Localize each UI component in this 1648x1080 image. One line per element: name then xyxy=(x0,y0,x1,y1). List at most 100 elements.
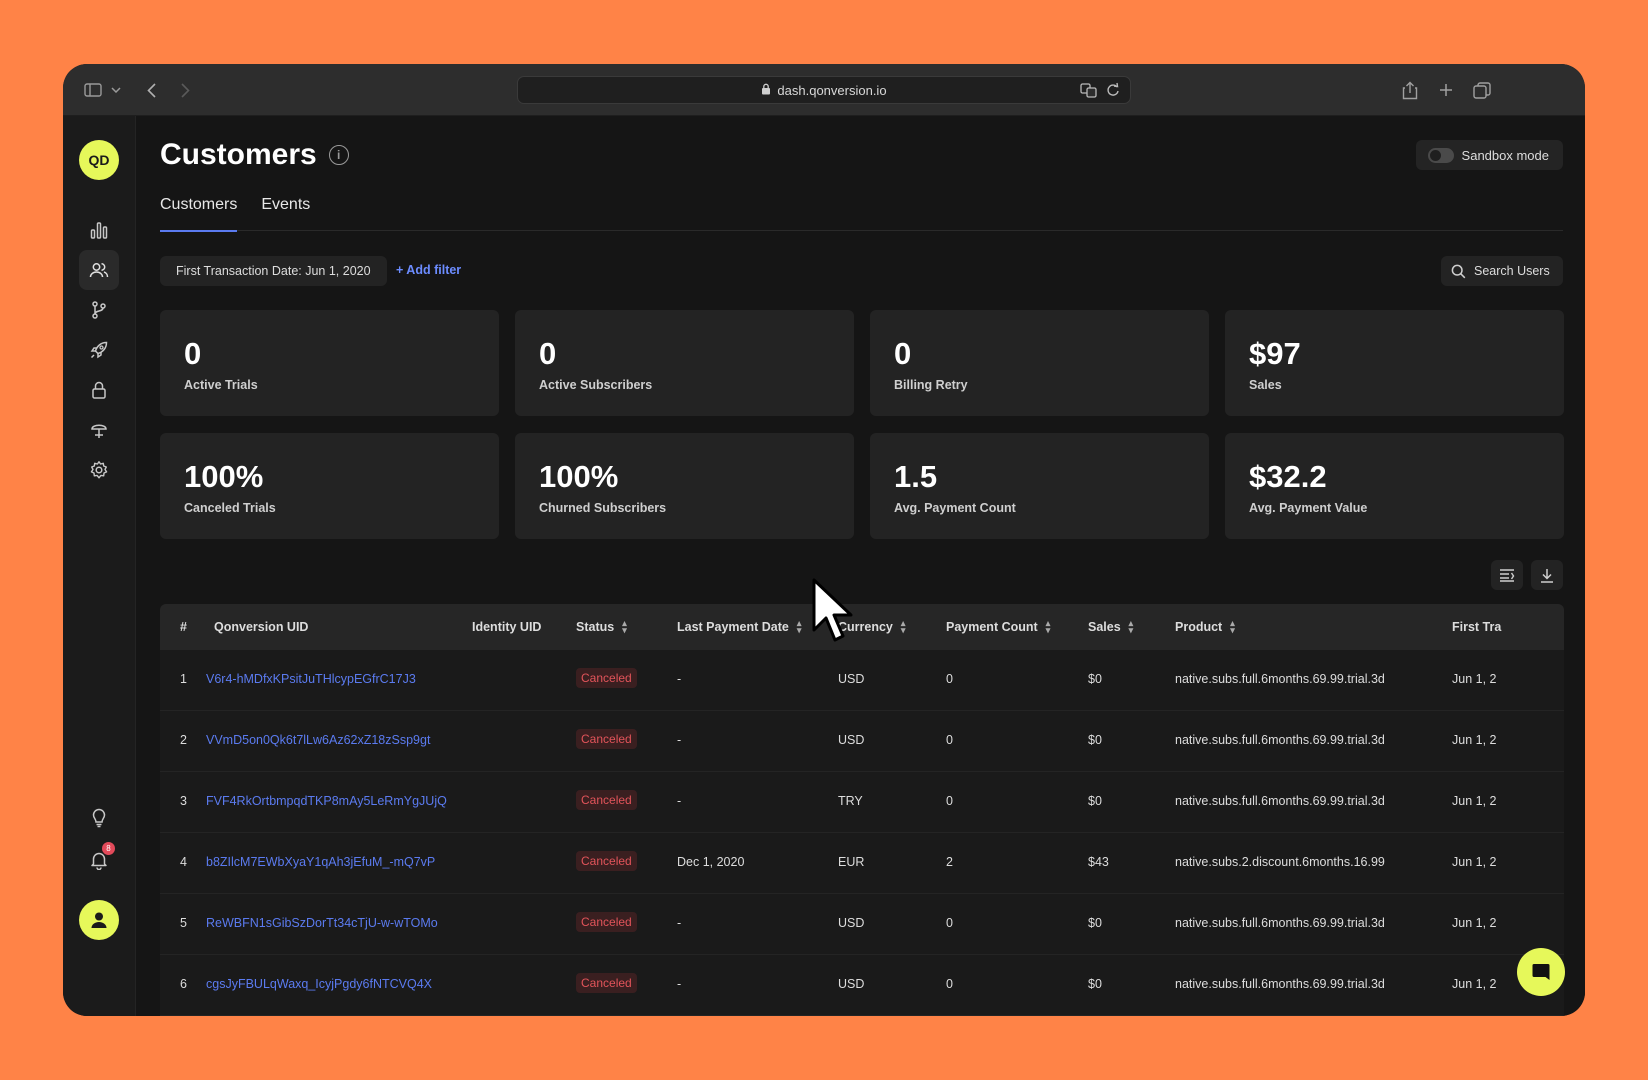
chevron-down-icon[interactable] xyxy=(109,78,123,102)
currency: USD xyxy=(838,977,865,991)
table-row[interactable]: 4 b8ZIlcM7EWbXyaY1qAh3jEfuM_-mQ7vP Cance… xyxy=(160,833,1564,894)
sidebar-item-ideas[interactable] xyxy=(79,798,119,838)
search-users-label: Search Users xyxy=(1474,264,1550,278)
tab-customers[interactable]: Customers xyxy=(160,192,238,232)
main-content: Customers i Sandbox mode Customers Event… xyxy=(136,116,1585,1016)
share-icon[interactable] xyxy=(1399,78,1421,102)
sort-icon[interactable]: ▴ ▾ xyxy=(622,618,627,635)
table-row[interactable]: 1 V6r4-hMDfxKPsitJuTHlcypEGfrC17J3 Cance… xyxy=(160,650,1564,711)
column-header-currency[interactable]: Currency ▴ ▾ xyxy=(838,618,906,635)
toggle-switch[interactable] xyxy=(1427,147,1454,163)
column-header-sales[interactable]: Sales ▴ ▾ xyxy=(1088,618,1134,635)
column-header-first-transaction[interactable]: First Tra xyxy=(1452,620,1502,634)
status-badge: Canceled xyxy=(576,973,637,993)
qonversion-uid-link[interactable]: b8ZIlcM7EWbXyaY1qAh3jEfuM_-mQ7vP xyxy=(206,855,436,869)
lightbulb-icon xyxy=(92,808,106,828)
lock-icon xyxy=(92,381,106,399)
sales: $43 xyxy=(1088,855,1109,869)
status-badge: Canceled xyxy=(576,851,637,871)
reload-icon[interactable] xyxy=(1106,82,1120,101)
sidebar-item-settings[interactable] xyxy=(79,450,119,490)
tab-events[interactable]: Events xyxy=(261,196,311,213)
branch-icon xyxy=(92,301,106,319)
mouse-cursor-icon xyxy=(812,578,854,649)
sort-icon[interactable]: ▴ ▾ xyxy=(1230,618,1235,635)
sidebar-item-customers[interactable] xyxy=(79,250,119,290)
last-payment-date: - xyxy=(677,977,682,991)
metric-label: Sales xyxy=(1249,378,1282,392)
column-header-qonversion-uid[interactable]: Qonversion UID xyxy=(214,620,309,634)
status-badge: Canceled xyxy=(576,912,637,932)
columns-button[interactable] xyxy=(1491,560,1523,590)
currency: USD xyxy=(838,672,865,686)
column-header-number: # xyxy=(180,620,187,634)
currency: USD xyxy=(838,916,865,930)
sort-icon[interactable]: ▴ ▾ xyxy=(900,618,906,635)
row-number: 2 xyxy=(180,733,187,747)
sidebar-item-entitlements[interactable] xyxy=(79,370,119,410)
filter-chip-first-transaction[interactable]: First Transaction Date: Jun 1, 2020 xyxy=(160,256,387,286)
metric-label: Avg. Payment Count xyxy=(894,501,1016,515)
workspace-avatar[interactable]: QD xyxy=(79,140,119,180)
status-badge: Canceled xyxy=(576,790,637,810)
chat-support-button[interactable] xyxy=(1517,948,1565,996)
rocket-icon xyxy=(90,341,108,359)
metric-card: $97 Sales xyxy=(1225,310,1564,416)
qonversion-uid-link[interactable]: V6r4-hMDfxKPsitJuTHlcypEGfrC17J3 xyxy=(206,672,416,686)
table-row[interactable]: 5 ReWBFN1sGibSzDorTt34cTjU-w-wTOMo Cance… xyxy=(160,894,1564,955)
first-transaction: Jun 1, 2 xyxy=(1452,794,1497,808)
chat-icon xyxy=(1532,964,1550,980)
table-row[interactable]: 2 VVmD5on0Qk6t7lLw6Az62xZ18zSsp9gt Cance… xyxy=(160,711,1564,772)
tab-overview-icon[interactable] xyxy=(1471,78,1493,102)
last-payment-date: - xyxy=(677,916,682,930)
product: native.subs.full.6months.69.99.trial.3d xyxy=(1175,672,1385,686)
url-text: dash.qonversion.io xyxy=(777,82,887,98)
sidebar-item-integrations[interactable] xyxy=(79,410,119,450)
metric-card: 0 Active Trials xyxy=(160,310,499,416)
table-row[interactable]: 3 FVF4RkOrtbmpqdTKP8mAy5LeRmYgJUjQ Cance… xyxy=(160,772,1564,833)
column-header-product[interactable]: Product ▴ ▾ xyxy=(1175,618,1235,635)
search-users-button[interactable]: Search Users xyxy=(1441,256,1563,286)
metric-card: 1.5 Avg. Payment Count xyxy=(870,433,1209,539)
column-header-identity-uid[interactable]: Identity UID xyxy=(472,620,542,634)
forward-icon[interactable] xyxy=(175,78,195,102)
download-button[interactable] xyxy=(1531,560,1563,590)
user-avatar[interactable] xyxy=(79,900,119,940)
column-header-payment-count[interactable]: Payment Count ▴ ▾ xyxy=(946,618,1051,635)
column-header-status[interactable]: Status ▴ ▾ xyxy=(576,618,627,635)
metric-card: $32.2 Avg. Payment Value xyxy=(1225,433,1564,539)
sales: $0 xyxy=(1088,977,1102,991)
sidebar-item-notifications[interactable]: 8 xyxy=(79,840,119,880)
add-filter-link[interactable]: + Add filter xyxy=(396,263,462,277)
analytics-icon xyxy=(90,222,108,239)
new-tab-icon[interactable] xyxy=(1435,78,1457,102)
first-transaction: Jun 1, 2 xyxy=(1452,733,1497,747)
notification-badge: 8 xyxy=(102,842,115,855)
metric-value: 100% xyxy=(539,459,619,494)
translate-icon[interactable] xyxy=(1080,82,1098,101)
last-payment-date: Dec 1, 2020 xyxy=(677,855,745,869)
sidebar-item-analytics[interactable] xyxy=(79,210,119,250)
qonversion-uid-link[interactable]: ReWBFN1sGibSzDorTt34cTjU-w-wTOMo xyxy=(206,916,438,930)
sidebar-toggle-icon[interactable] xyxy=(81,78,105,102)
row-number: 3 xyxy=(180,794,187,808)
address-bar[interactable]: dash.qonversion.io xyxy=(517,76,1131,104)
product: native.subs.2.discount.6months.16.99 xyxy=(1175,855,1385,869)
sort-icon[interactable]: ▴ ▾ xyxy=(1045,618,1051,635)
sidebar-item-branches[interactable] xyxy=(79,290,119,330)
column-header-last-payment-date[interactable]: Last Payment Date ▴ ▾ xyxy=(677,618,802,635)
sidebar-item-launch[interactable] xyxy=(79,330,119,370)
table-row[interactable]: 6 cgsJyFBULqWaxq_IcyjPgdy6fNTCVQ4X Cance… xyxy=(160,955,1564,1016)
table-tools xyxy=(1491,560,1563,590)
qonversion-uid-link[interactable]: cgsJyFBULqWaxq_IcyjPgdy6fNTCVQ4X xyxy=(206,977,433,991)
search-icon xyxy=(1451,264,1466,278)
qonversion-uid-link[interactable]: FVF4RkOrtbmpqdTKP8mAy5LeRmYgJUjQ xyxy=(206,794,447,808)
sandbox-mode-toggle[interactable]: Sandbox mode xyxy=(1415,140,1563,170)
sort-icon[interactable]: ▴ ▾ xyxy=(796,618,802,635)
sort-icon[interactable]: ▴ ▾ xyxy=(1128,618,1134,635)
back-icon[interactable] xyxy=(141,78,161,102)
metric-value: $32.2 xyxy=(1249,459,1327,494)
qonversion-uid-link[interactable]: VVmD5on0Qk6t7lLw6Az62xZ18zSsp9gt xyxy=(206,733,431,747)
payment-count: 0 xyxy=(946,916,953,930)
info-icon[interactable]: i xyxy=(328,145,349,165)
